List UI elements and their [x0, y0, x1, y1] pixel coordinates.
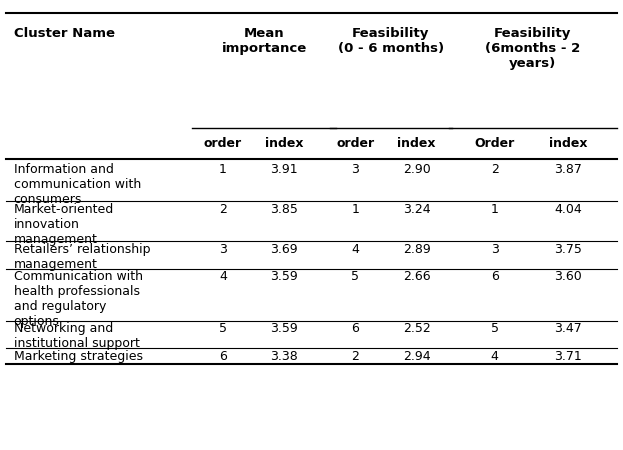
Text: 3.91: 3.91	[270, 163, 298, 176]
Text: Order: Order	[475, 137, 515, 150]
Text: 2.66: 2.66	[402, 270, 430, 284]
Text: 3.38: 3.38	[270, 350, 298, 363]
Text: 4: 4	[491, 350, 498, 363]
Text: order: order	[336, 137, 374, 150]
Text: 5: 5	[351, 270, 359, 284]
Text: 4: 4	[219, 270, 227, 284]
Text: Feasibility
(6months - 2
years): Feasibility (6months - 2 years)	[485, 27, 581, 70]
Text: Information and
communication with
consumers: Information and communication with consu…	[14, 163, 141, 206]
Text: 3.47: 3.47	[554, 323, 582, 335]
Text: 4.04: 4.04	[554, 203, 582, 216]
Text: 5: 5	[491, 323, 498, 335]
Text: 4: 4	[351, 243, 359, 256]
Text: index: index	[397, 137, 435, 150]
Text: 1: 1	[351, 203, 359, 216]
Text: 2.90: 2.90	[402, 163, 430, 176]
Text: Cluster Name: Cluster Name	[14, 27, 115, 40]
Text: 2: 2	[351, 350, 359, 363]
Text: 6: 6	[491, 270, 498, 284]
Text: 3.69: 3.69	[270, 243, 298, 256]
Text: 1: 1	[491, 203, 498, 216]
Text: 3.59: 3.59	[270, 270, 298, 284]
Text: 3.24: 3.24	[402, 203, 430, 216]
Text: 2.89: 2.89	[402, 243, 430, 256]
Text: Networking and
institutional support: Networking and institutional support	[14, 323, 140, 351]
Text: 3.87: 3.87	[554, 163, 582, 176]
Text: 6: 6	[351, 323, 359, 335]
Text: 2: 2	[219, 203, 227, 216]
Text: 6: 6	[219, 350, 227, 363]
Text: 2.52: 2.52	[402, 323, 430, 335]
Text: order: order	[204, 137, 242, 150]
Text: 1: 1	[219, 163, 227, 176]
Text: 5: 5	[219, 323, 227, 335]
Text: 3.59: 3.59	[270, 323, 298, 335]
Text: index: index	[549, 137, 587, 150]
Text: Retailers’ relationship
management: Retailers’ relationship management	[14, 243, 150, 270]
Text: 3: 3	[491, 243, 498, 256]
Text: 2.94: 2.94	[402, 350, 430, 363]
Text: 3.85: 3.85	[270, 203, 298, 216]
Text: 3.75: 3.75	[554, 243, 582, 256]
Text: Marketing strategies: Marketing strategies	[14, 350, 143, 363]
Text: Communication with
health professionals
and regulatory
options: Communication with health professionals …	[14, 270, 143, 328]
Text: 3.71: 3.71	[554, 350, 582, 363]
Text: Market-oriented
innovation
management: Market-oriented innovation management	[14, 203, 114, 246]
Text: 2: 2	[491, 163, 498, 176]
Text: Feasibility
(0 - 6 months): Feasibility (0 - 6 months)	[338, 27, 444, 54]
Text: Mean
importance: Mean importance	[222, 27, 307, 54]
Text: 3: 3	[351, 163, 359, 176]
Text: index: index	[265, 137, 303, 150]
Text: 3: 3	[219, 243, 227, 256]
Text: 3.60: 3.60	[554, 270, 582, 284]
